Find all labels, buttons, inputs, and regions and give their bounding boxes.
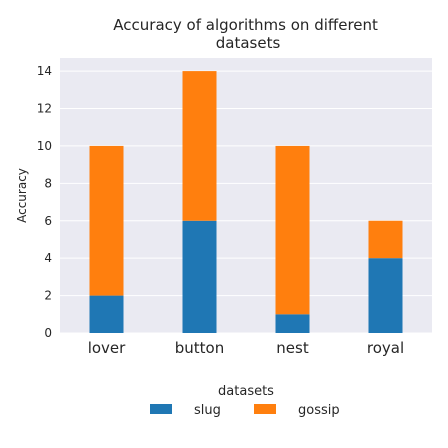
chart-title-line-2: datasets xyxy=(216,34,281,52)
bar-gossip-button xyxy=(182,71,217,221)
y-tick-label: 6 xyxy=(44,214,52,228)
x-axis-ticks: lover button nest royal xyxy=(88,339,404,357)
legend-swatch-gossip xyxy=(254,404,276,414)
x-tick-label: royal xyxy=(367,339,404,357)
bars xyxy=(89,71,403,333)
chart-title: Accuracy of algorithms on different data… xyxy=(113,16,382,52)
bar-slug-button xyxy=(182,220,217,333)
bar-slug-nest xyxy=(275,314,310,333)
y-tick-label: 2 xyxy=(44,289,52,303)
bar-gossip-royal xyxy=(368,220,403,259)
legend-title: datasets xyxy=(218,384,274,399)
bar-slug-royal xyxy=(368,258,403,333)
y-axis-label: Accuracy xyxy=(15,168,29,223)
y-tick-label: 14 xyxy=(37,64,52,78)
chart-title-line-1: Accuracy of algorithms on different xyxy=(113,16,378,34)
bar-gossip-nest xyxy=(275,145,310,315)
x-tick-label: lover xyxy=(88,339,126,357)
x-tick-label: button xyxy=(175,339,224,357)
y-tick-label: 8 xyxy=(44,176,52,190)
x-tick-label: nest xyxy=(276,339,309,357)
legend-label-gossip: gossip xyxy=(298,403,340,418)
y-axis-ticks: 0 2 4 6 8 10 12 14 xyxy=(37,64,52,340)
legend-swatch-slug xyxy=(150,404,172,414)
y-tick-label: 4 xyxy=(44,251,52,265)
legend-label-slug: slug xyxy=(194,403,221,418)
y-tick-label: 0 xyxy=(44,326,52,340)
y-tick-label: 10 xyxy=(37,139,52,153)
bar-slug-lover xyxy=(89,295,124,333)
y-tick-label: 12 xyxy=(37,102,52,116)
legend: slug gossip xyxy=(150,403,340,418)
bar-gossip-lover xyxy=(89,145,124,296)
